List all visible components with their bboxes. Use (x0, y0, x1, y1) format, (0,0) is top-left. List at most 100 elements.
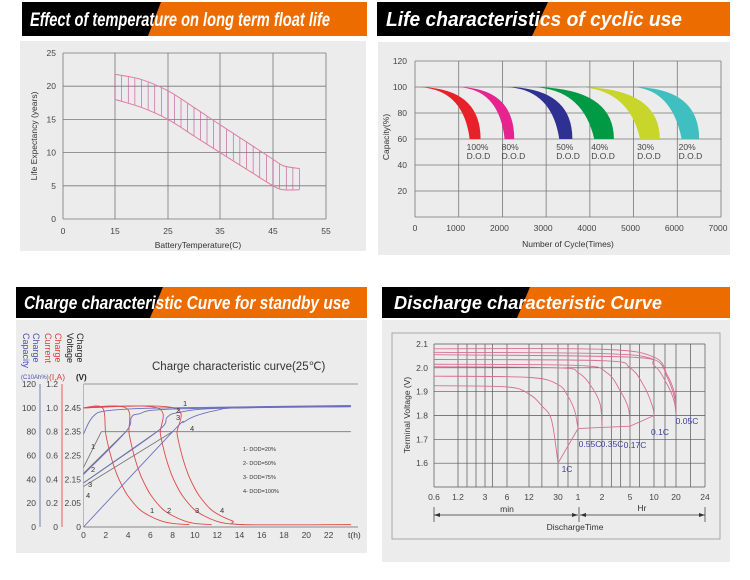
dod-band (454, 86, 515, 139)
current-tick-label: 1.2 (46, 379, 58, 389)
x-unit-min: min (500, 504, 514, 514)
panel-discharge-curve: Discharge characteristic Curve 1.6 1.7 1.8… (382, 287, 730, 562)
x-tick-label: 10 (649, 492, 659, 502)
axis-title-capacity: Charge (31, 333, 41, 363)
x-tick-label: 22 (324, 530, 334, 540)
chart-frame (391, 332, 721, 540)
axis-title-voltage: Charge (75, 333, 85, 363)
x-tick-label: 20 (302, 530, 312, 540)
current-tick-label: 0.2 (46, 498, 58, 508)
chart-temperature-life: 0 5 10 15 20 25 0 15 25 35 45 55 (47, 48, 331, 236)
x-tick-label: 4 (126, 530, 131, 540)
dod-label-text: D.O.D (637, 151, 661, 161)
x-unit-hr: Hr (638, 503, 647, 513)
y-tick-label: 1.8 (416, 411, 428, 421)
dod-label-percent: 30% (637, 142, 654, 152)
band-lower-line (114, 99, 300, 191)
y-axis-label: Life Expectancy (years) (29, 91, 39, 180)
x-tick-label: 12 (212, 530, 222, 540)
capacity-curve-label: 3 (176, 413, 180, 422)
x-tick-label: 0.6 (428, 492, 440, 502)
x-tick-label: 1.2 (452, 492, 464, 502)
x-axis-label: BatteryTemperature(C) (155, 240, 242, 250)
dod-label-text: D.O.D (467, 151, 491, 161)
chart-background (16, 320, 367, 553)
x-tick-label: 6000 (665, 223, 684, 233)
capacity-curve-label: 2 (176, 406, 180, 415)
x-tick-label: 16 (257, 530, 267, 540)
x-tick-label: 0 (413, 223, 418, 233)
current-tick-label: 0 (53, 522, 58, 532)
voltage-curve (83, 431, 127, 474)
chart-discharge-curve: 1.61.71.81.92.02.10.6 1.2 3 6 12 30 1 2 5 10 20 241… (416, 339, 710, 522)
dod-band (502, 86, 573, 139)
x-tick-label: 0 (61, 226, 66, 236)
x-tick-label: 6 (505, 492, 510, 502)
voltage-tick-label: 2.05 (64, 498, 81, 508)
chart-cyclic-life: 20 40 60 80 100 120 0 1000 2000 3000 4000 5000 6000 7… (393, 56, 728, 233)
dod-band (415, 86, 481, 139)
current-curve-label: 1 (150, 506, 154, 515)
axis-title-capacity: Capacity (21, 333, 31, 369)
dod-band (528, 86, 614, 139)
x-tick-label: 55 (321, 226, 331, 236)
x-tick-label: 10 (190, 530, 200, 540)
axis-unit-capacity: (C10Ah%) (21, 375, 49, 381)
panel-title: Discharge characteristic Curve (394, 293, 662, 313)
current-curve (83, 405, 190, 526)
arrow-head-icon (580, 513, 586, 517)
voltage-curve-label: 1 (91, 442, 95, 451)
dod-label-percent: 80% (502, 142, 519, 152)
voltage-tick-label: 0 (76, 522, 81, 532)
arrow-head-icon (434, 513, 440, 517)
x-axis-label: t(h) (348, 530, 361, 540)
discharge-rate-label: 1C (562, 464, 573, 474)
arrow-head-icon (572, 513, 578, 517)
discharge-rate-label: 0.35C (601, 439, 624, 449)
header-black-part (382, 287, 530, 318)
voltage-curve-label: 4 (86, 491, 90, 500)
chart-background (378, 42, 730, 255)
dod-label-text: D.O.D (556, 151, 580, 161)
x-tick-label: 35 (215, 226, 225, 236)
y-tick-label: 25 (47, 48, 57, 58)
x-tick-label: 4000 (577, 223, 596, 233)
x-tick-label: 18 (279, 530, 289, 540)
x-tick-label: 6 (148, 530, 153, 540)
header-black-part (16, 287, 163, 318)
axis-title-voltage: Voltage (65, 333, 75, 363)
current-curve-label: 3 (195, 506, 199, 515)
dod-label-percent: 40% (591, 142, 608, 152)
y-tick-label: 2.0 (416, 363, 428, 373)
dod-label-text: D.O.D (502, 151, 526, 161)
dod-band (629, 86, 700, 139)
x-tick-label: 5000 (621, 223, 640, 233)
dod-label-text: D.O.D (679, 151, 703, 161)
y-tick-label: 1.6 (416, 458, 428, 468)
x-tick-label: 0 (81, 530, 86, 540)
axis-unit-voltage: (V) (76, 373, 87, 382)
discharge-curve (433, 359, 655, 416)
capacity-curve (83, 406, 351, 528)
voltage-curve (83, 431, 351, 468)
y-tick-label: 0 (51, 214, 56, 224)
x-tick-label: 25 (163, 226, 173, 236)
panel-title: Life characteristics of cyclic use (386, 9, 682, 31)
capacity-tick-label: 80 (27, 427, 37, 437)
chart-background (20, 41, 366, 251)
x-tick-label: 1000 (446, 223, 465, 233)
x-tick-label: 1 (576, 492, 581, 502)
y-tick-label: 20 (47, 81, 57, 91)
axis-title-current: Charge (53, 333, 63, 363)
y-tick-label: 15 (47, 114, 57, 124)
y-axis-label: Capacity(%) (381, 114, 391, 160)
voltage-tick-label: 2.25 (64, 450, 81, 460)
voltage-tick-label: 2.15 (64, 474, 81, 484)
discharge-curve (433, 354, 677, 416)
y-axis-label: Terminal Voltage (V) (402, 377, 412, 454)
band-upper-line (114, 73, 300, 170)
header-black-part (22, 2, 161, 36)
